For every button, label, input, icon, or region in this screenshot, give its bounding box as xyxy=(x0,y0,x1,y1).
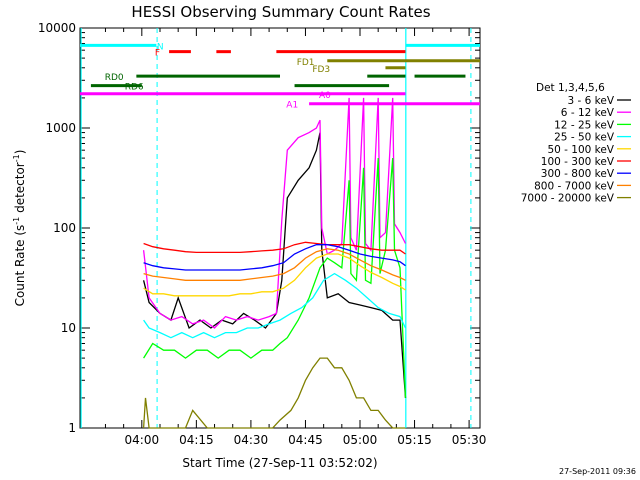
y-tick-label: 10000 xyxy=(38,21,76,35)
legend-entry-label: 800 - 7000 keV xyxy=(534,180,615,192)
legend-entry-label: 25 - 50 keV xyxy=(554,132,615,144)
x-tick-label: 05:30 xyxy=(452,433,487,447)
flag-label: A0 xyxy=(319,91,331,101)
series-line xyxy=(142,97,407,329)
flag-label: F xyxy=(155,49,160,59)
series-line xyxy=(143,253,406,297)
y-axis-label-end: ) xyxy=(13,150,27,155)
flag-label: N xyxy=(157,42,164,52)
legend-entry-label: 3 - 6 keV xyxy=(567,95,614,107)
y-tick-label: 10 xyxy=(61,321,76,335)
x-tick-label: 04:30 xyxy=(234,433,269,447)
y-tick-label: 1 xyxy=(68,421,76,435)
flag-label: RD0 xyxy=(105,73,124,83)
chart-title: HESSI Observing Summary Count Rates xyxy=(131,3,430,21)
series-line xyxy=(143,244,406,271)
flag-label: FD1 xyxy=(297,58,315,68)
x-tick-label: 05:00 xyxy=(343,433,378,447)
y-axis-label-main: Count Rate (s xyxy=(13,225,27,307)
series-group xyxy=(142,97,407,429)
flag-label: FD3 xyxy=(312,65,330,75)
x-tick-label: 04:45 xyxy=(288,433,323,447)
legend-entry-label: 7000 - 20000 keV xyxy=(521,193,615,205)
legend-title: Det 1,3,4,5,6 xyxy=(536,82,605,94)
legend-entry-label: 6 - 12 keV xyxy=(561,107,615,119)
legend-entry-label: 12 - 25 keV xyxy=(554,119,615,131)
series-line xyxy=(143,248,406,281)
flag-label: RD6 xyxy=(125,83,144,93)
series-line xyxy=(142,132,407,398)
x-axis-label: Start Time (27-Sep-11 03:52:02) xyxy=(182,456,377,470)
y-tick-label: 1000 xyxy=(45,121,76,135)
legend-entry-label: 50 - 100 keV xyxy=(547,144,614,156)
timestamp: 27-Sep-2011 09:36 xyxy=(559,467,636,476)
series-line xyxy=(143,158,407,398)
series-line xyxy=(143,241,406,255)
flag-label: A1 xyxy=(286,101,298,111)
x-tick-label: 05:15 xyxy=(397,433,432,447)
x-tick-label: 04:15 xyxy=(179,433,214,447)
y-tick-label: 100 xyxy=(53,221,76,235)
x-axis: 04:00 04:15 04:30 04:45 05:00 05:15 05:30 xyxy=(104,28,487,447)
legend-entry-label: 300 - 800 keV xyxy=(541,168,615,180)
series-line xyxy=(142,357,406,429)
legend-entry-label: 100 - 300 keV xyxy=(541,156,615,168)
series-line xyxy=(143,272,407,339)
y-axis-label-mid: detector xyxy=(13,162,27,217)
y-axis-label: Count Rate (s-1 detector-1) xyxy=(12,150,27,307)
y-axis-label-sup1: -1 xyxy=(12,217,21,225)
y-axis-label-sup2: -1 xyxy=(12,154,21,162)
x-tick-label: 04:00 xyxy=(125,433,160,447)
